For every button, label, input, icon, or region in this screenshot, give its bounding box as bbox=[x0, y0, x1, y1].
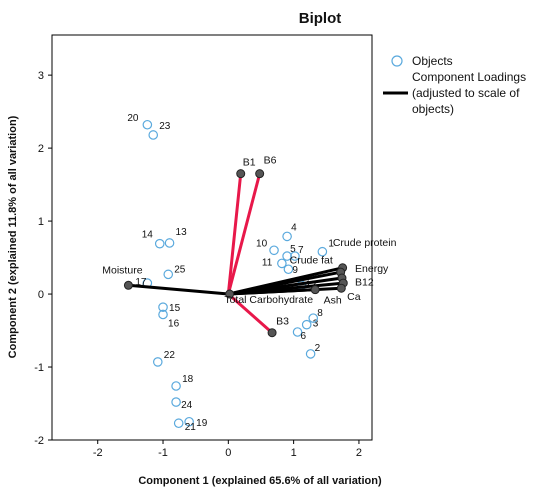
x-axis-title: Component 1 (explained 65.6% of all vari… bbox=[138, 475, 382, 487]
loading-label: B1 bbox=[243, 157, 256, 169]
loading-endpoint bbox=[236, 169, 246, 179]
loading-endpoint bbox=[267, 328, 277, 338]
plot-frame bbox=[51, 34, 373, 441]
loading-vector bbox=[226, 172, 262, 296]
object-label: 4 bbox=[291, 222, 297, 233]
object-label: 20 bbox=[127, 113, 139, 124]
object-point bbox=[158, 309, 168, 320]
object-point bbox=[148, 130, 159, 140]
loading-label: Total Carbohydrate bbox=[224, 294, 313, 306]
chart-title: Biplot bbox=[299, 10, 342, 27]
object-label: 17 bbox=[135, 277, 147, 288]
object-label: 3 bbox=[313, 319, 319, 330]
component-loadings: B1 B6 B3 Moisture Total Carbohydrate Crude pr… bbox=[102, 155, 397, 338]
object-label: 22 bbox=[164, 350, 176, 361]
y-tick-label: 1 bbox=[38, 216, 44, 228]
object-point bbox=[277, 258, 287, 269]
object-label: 5 bbox=[290, 244, 296, 255]
object-label: 14 bbox=[142, 230, 154, 241]
loading-endpoint bbox=[336, 283, 346, 293]
legend-loadings-label-line-3: objects) bbox=[412, 102, 454, 116]
object-point bbox=[305, 349, 316, 359]
y-axis-title: Component 2 (explained 11.8% of all vari… bbox=[7, 115, 19, 358]
loading-vector bbox=[226, 286, 343, 296]
object-label: 25 bbox=[174, 264, 186, 275]
object-label: 2 bbox=[315, 343, 321, 354]
x-tick-label: -1 bbox=[158, 447, 168, 459]
y-tick-label: 3 bbox=[38, 70, 44, 82]
loading-vector bbox=[226, 292, 274, 335]
object-point bbox=[171, 397, 181, 407]
object-label: 10 bbox=[256, 238, 268, 249]
loading-label: Moisture bbox=[102, 264, 142, 276]
object-point bbox=[283, 264, 294, 275]
object-points: 1234567891011121314151617181920212223242… bbox=[127, 113, 334, 433]
y-tick-label: -1 bbox=[34, 362, 44, 374]
object-point bbox=[154, 238, 165, 249]
legend-loadings-label-line-2: (adjusted to scale of bbox=[412, 86, 520, 100]
object-label: 19 bbox=[196, 418, 208, 429]
object-label: 15 bbox=[169, 303, 181, 314]
object-point bbox=[317, 246, 328, 257]
x-tick-label: 2 bbox=[356, 447, 362, 459]
object-label: 9 bbox=[292, 265, 298, 276]
loading-label: Ash bbox=[324, 295, 342, 307]
object-point bbox=[282, 231, 292, 242]
object-label: 18 bbox=[182, 374, 194, 385]
loading-endpoint bbox=[310, 285, 320, 295]
object-point bbox=[173, 418, 184, 429]
x-tick-label: -2 bbox=[93, 447, 103, 459]
loading-endpoint bbox=[255, 169, 265, 179]
y-tick-label: -2 bbox=[34, 435, 44, 447]
loading-vector bbox=[226, 172, 243, 296]
loading-label: B12 bbox=[355, 276, 374, 288]
object-label: 16 bbox=[168, 318, 180, 329]
legend: Objects Component Loadings (adjusted to … bbox=[383, 54, 526, 116]
loading-endpoint bbox=[225, 289, 235, 299]
x-tick-label: 1 bbox=[291, 447, 297, 459]
legend-loadings-label-line-1: Component Loadings bbox=[412, 70, 526, 84]
object-point bbox=[292, 327, 303, 337]
loading-label: Crude protein bbox=[333, 237, 397, 249]
object-label: 13 bbox=[176, 227, 188, 238]
loading-label: Crude fat bbox=[290, 254, 333, 266]
loading-label: B3 bbox=[276, 316, 289, 328]
object-label: 1 bbox=[328, 239, 334, 250]
loading-label: B6 bbox=[264, 155, 277, 167]
object-label: 21 bbox=[185, 422, 197, 433]
y-tick-label: 2 bbox=[38, 143, 44, 155]
loading-endpoint bbox=[123, 280, 133, 290]
x-tick-label: 0 bbox=[225, 447, 231, 459]
object-point bbox=[184, 416, 194, 427]
object-point bbox=[301, 319, 312, 330]
object-label: 23 bbox=[159, 121, 171, 132]
object-label: 11 bbox=[262, 257, 273, 268]
legend-objects-label: Objects bbox=[412, 54, 453, 68]
object-point bbox=[308, 313, 319, 323]
object-point bbox=[290, 251, 300, 261]
object-point bbox=[269, 245, 279, 256]
object-label: 8 bbox=[317, 308, 323, 319]
object-point bbox=[171, 381, 181, 391]
object-label: 6 bbox=[301, 331, 307, 342]
object-point bbox=[142, 119, 153, 130]
object-point bbox=[158, 302, 168, 312]
object-label: 24 bbox=[181, 400, 193, 411]
object-label: 7 bbox=[298, 245, 304, 256]
object-point bbox=[163, 269, 174, 280]
loading-label: Ca bbox=[347, 291, 361, 303]
loading-label: Energy bbox=[355, 263, 389, 275]
legend-objects-marker bbox=[391, 55, 403, 67]
object-point bbox=[152, 357, 163, 367]
y-tick-label: 0 bbox=[38, 289, 44, 301]
loading-vector bbox=[126, 283, 230, 296]
object-point bbox=[164, 238, 175, 248]
